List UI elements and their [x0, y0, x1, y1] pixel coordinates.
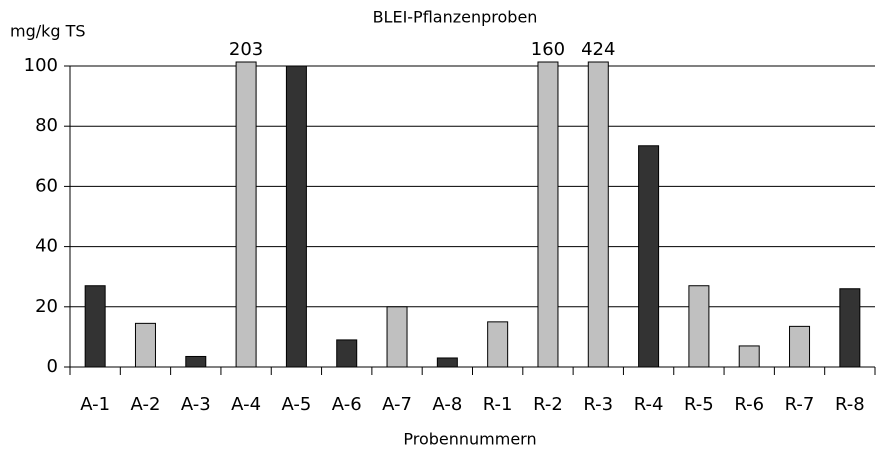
- x-tick-label: A-8: [432, 394, 462, 415]
- value-label: 203: [229, 39, 263, 60]
- x-tick-label: A-1: [80, 394, 110, 415]
- chart-title: BLEI-Pflanzenproben: [373, 8, 538, 27]
- y-tick-label: 100: [24, 55, 58, 76]
- y-tick-label: 40: [35, 236, 58, 257]
- value-label: 160: [531, 39, 565, 60]
- bar: [738, 345, 760, 368]
- bar: [789, 325, 811, 368]
- bar: [285, 65, 307, 368]
- bar: [235, 61, 257, 368]
- y-tick-label: 20: [35, 296, 58, 317]
- bar: [839, 288, 861, 368]
- x-tick-label: A-3: [181, 394, 211, 415]
- x-tick-label: R-7: [785, 394, 815, 415]
- value-label: 424: [581, 39, 615, 60]
- bar: [84, 285, 106, 368]
- x-tick-label: A-4: [231, 394, 261, 415]
- x-tick-label: A-7: [382, 394, 412, 415]
- bar: [436, 357, 458, 368]
- x-tick-label: R-1: [483, 394, 513, 415]
- x-tick-label: R-6: [734, 394, 764, 415]
- bar: [688, 285, 710, 368]
- y-axis-label: mg/kg TS: [10, 22, 86, 41]
- x-tick-label: A-2: [131, 394, 161, 415]
- x-tick-label: R-5: [684, 394, 714, 415]
- y-tick-label: 80: [35, 115, 58, 136]
- x-axis-label: Probennummern: [403, 430, 536, 449]
- bar: [134, 322, 156, 368]
- x-tick-label: R-2: [533, 394, 563, 415]
- bar: [386, 306, 408, 368]
- bar: [587, 61, 609, 368]
- bar: [336, 339, 358, 368]
- bar: [487, 321, 509, 368]
- x-tick-label: R-3: [583, 394, 613, 415]
- x-tick-label: R-8: [835, 394, 865, 415]
- x-tick-label: A-6: [332, 394, 362, 415]
- bar: [638, 145, 660, 368]
- y-tick-label: 60: [35, 175, 58, 196]
- bar: [537, 61, 559, 368]
- bar: [185, 355, 207, 368]
- x-tick-label: R-4: [634, 394, 664, 415]
- y-tick-label: 0: [47, 356, 58, 377]
- x-tick-label: A-5: [281, 394, 311, 415]
